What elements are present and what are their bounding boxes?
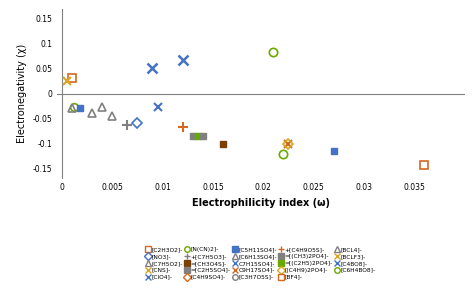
Legend: [C2H3O2]-, [NO3]-, [C7H5O2]-, [CNS]-, [ClO4]-, [N(CN)2]-, +[C7H5O3]-, =[CH3O4S]-: [C2H3O2]-, [NO3]-, [C7H5O2]-, [CNS]-, [C…: [145, 246, 377, 281]
Y-axis label: Electronegativity (χ): Electronegativity (χ): [17, 44, 27, 143]
X-axis label: Electrophilicity index (ω): Electrophilicity index (ω): [191, 198, 330, 208]
